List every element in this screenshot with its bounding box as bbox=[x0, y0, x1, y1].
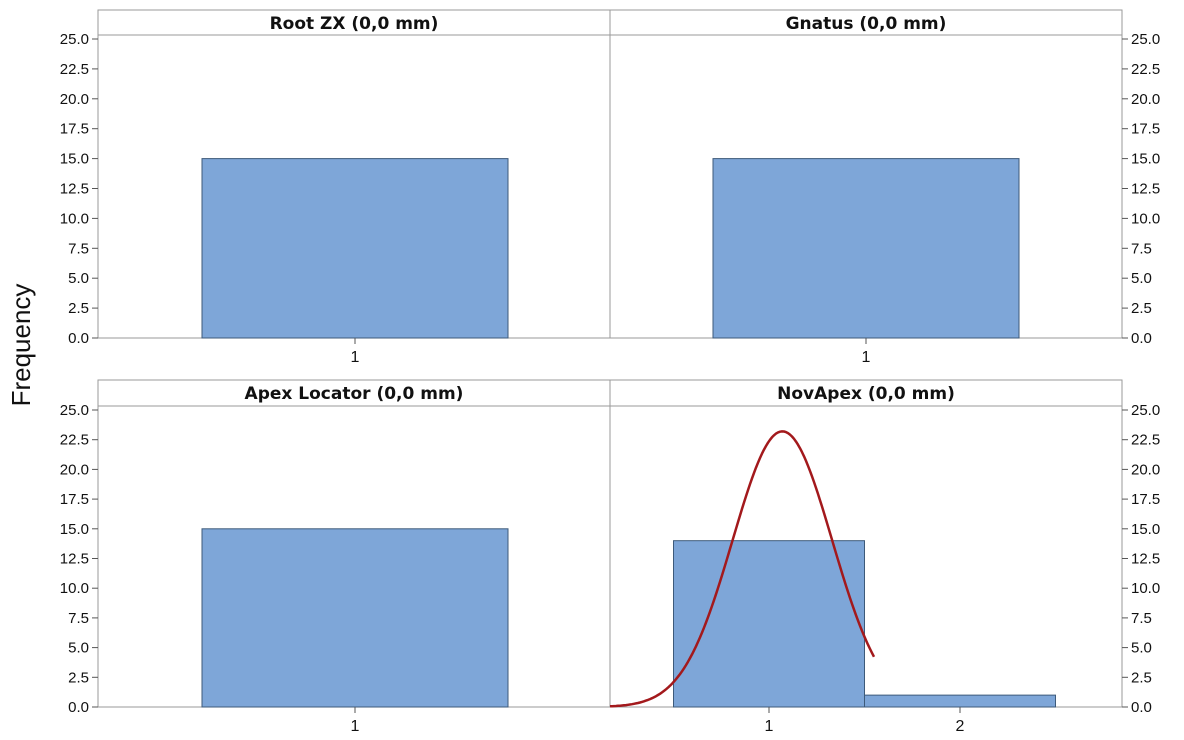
y-tick-label-right: 2.5 bbox=[1131, 669, 1152, 686]
y-tick-label-left: 5.0 bbox=[68, 640, 89, 657]
y-tick-label-left: 20.0 bbox=[60, 461, 89, 478]
panel-title-apex-locator: Apex Locator (0,0 mm) bbox=[245, 384, 464, 404]
bar-novapex-1 bbox=[673, 540, 865, 708]
y-tick-label-right: 2.5 bbox=[1131, 300, 1152, 317]
y-tick-label-right: 7.5 bbox=[1131, 610, 1152, 627]
y-tick-label-left: 5.0 bbox=[68, 270, 89, 287]
normal-fit-curve-novapex bbox=[609, 430, 876, 708]
panel-title-root-zx: Root ZX (0,0 mm) bbox=[270, 14, 439, 34]
y-tick-label-left: 12.5 bbox=[60, 551, 89, 568]
y-tick-label-left: 22.5 bbox=[60, 432, 89, 449]
y-tick-label-left: 22.5 bbox=[60, 61, 89, 78]
y-tick-label-right: 22.5 bbox=[1131, 61, 1160, 78]
x-tick-label-root-zx-1: 1 bbox=[351, 349, 360, 366]
y-tick-label-right: 7.5 bbox=[1131, 240, 1152, 257]
y-tick-label-right: 22.5 bbox=[1131, 432, 1160, 449]
x-tick-label-novapex-1: 1 bbox=[765, 718, 774, 735]
y-tick-label-right: 15.0 bbox=[1131, 521, 1160, 538]
y-tick-label-right: 17.5 bbox=[1131, 121, 1160, 138]
y-tick-label-left: 20.0 bbox=[60, 91, 89, 108]
y-tick-label-right: 17.5 bbox=[1131, 491, 1160, 508]
y-tick-label-left: 2.5 bbox=[68, 669, 89, 686]
y-tick-label-right: 15.0 bbox=[1131, 151, 1160, 168]
y-tick-label-left: 2.5 bbox=[68, 300, 89, 317]
x-tick-label-novapex-2: 2 bbox=[956, 718, 965, 735]
y-tick-label-right: 10.0 bbox=[1131, 210, 1160, 227]
bar-apex-locator-1 bbox=[201, 528, 509, 708]
y-tick-label-left: 10.0 bbox=[60, 210, 89, 227]
y-tick-label-left: 17.5 bbox=[60, 491, 89, 508]
y-tick-label-left: 7.5 bbox=[68, 240, 89, 257]
y-tick-label-right: 12.5 bbox=[1131, 181, 1160, 198]
y-tick-label-right: 5.0 bbox=[1131, 640, 1152, 657]
y-tick-label-left: 10.0 bbox=[60, 580, 89, 597]
bar-novapex-2 bbox=[864, 694, 1056, 708]
panel-title-novapex: NovApex (0,0 mm) bbox=[777, 384, 955, 404]
y-tick-label-right: 25.0 bbox=[1131, 31, 1160, 48]
y-tick-label-right: 5.0 bbox=[1131, 270, 1152, 287]
x-tick-label-gnatus-1: 1 bbox=[862, 349, 871, 366]
panel-title-gnatus: Gnatus (0,0 mm) bbox=[786, 14, 947, 34]
x-tick-label-apex-locator-1: 1 bbox=[351, 718, 360, 735]
y-tick-label-left: 7.5 bbox=[68, 610, 89, 627]
bar-gnatus-1 bbox=[712, 158, 1020, 339]
y-tick-label-right: 0.0 bbox=[1131, 699, 1152, 716]
y-tick-label-right: 25.0 bbox=[1131, 402, 1160, 419]
y-tick-label-right: 10.0 bbox=[1131, 580, 1160, 597]
y-tick-label-left: 25.0 bbox=[60, 31, 89, 48]
bar-root-zx-1 bbox=[201, 158, 509, 339]
y-tick-label-left: 15.0 bbox=[60, 151, 89, 168]
y-tick-label-right: 0.0 bbox=[1131, 330, 1152, 347]
y-tick-label-left: 0.0 bbox=[68, 699, 89, 716]
y-tick-label-left: 15.0 bbox=[60, 521, 89, 538]
y-tick-label-left: 25.0 bbox=[60, 402, 89, 419]
y-tick-label-right: 20.0 bbox=[1131, 91, 1160, 108]
y-tick-label-right: 20.0 bbox=[1131, 461, 1160, 478]
y-tick-label-left: 0.0 bbox=[68, 330, 89, 347]
y-tick-label-left: 17.5 bbox=[60, 121, 89, 138]
y-tick-label-left: 12.5 bbox=[60, 181, 89, 198]
y-axis-label: Frequency bbox=[6, 284, 36, 407]
y-tick-label-right: 12.5 bbox=[1131, 551, 1160, 568]
